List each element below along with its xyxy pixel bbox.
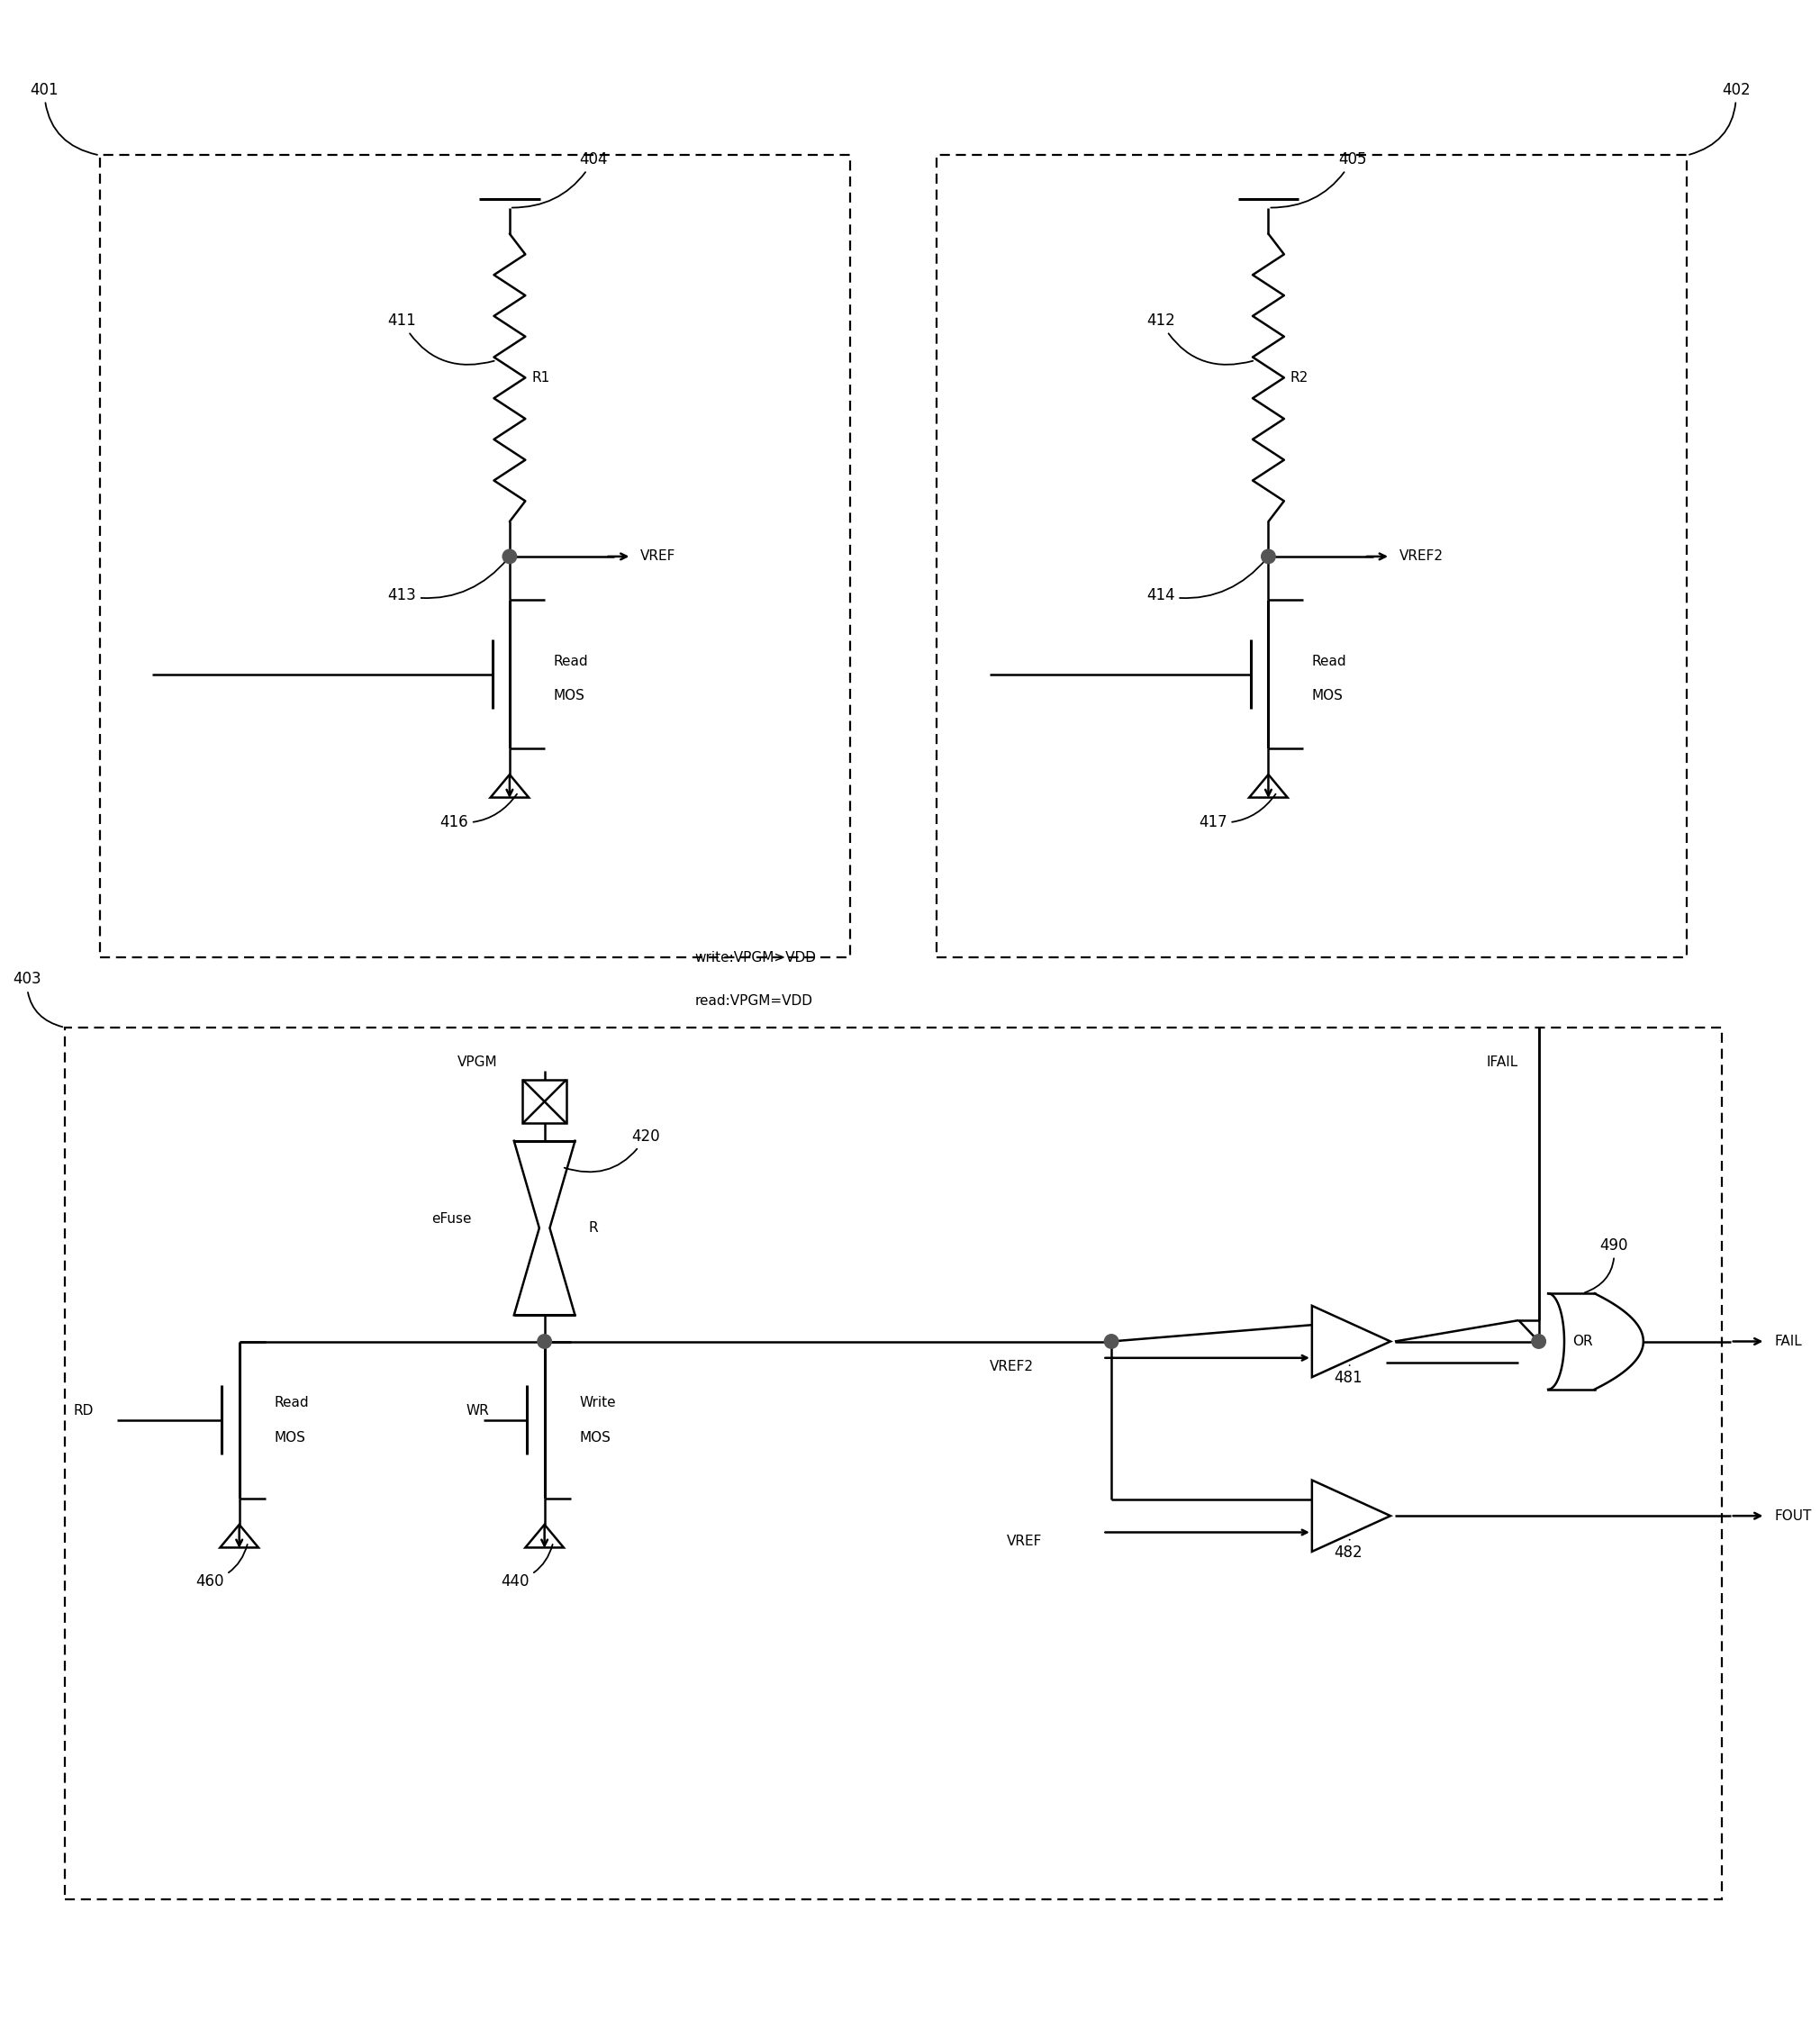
Text: 403: 403 xyxy=(13,972,62,1026)
Text: 460: 460 xyxy=(197,1545,248,1590)
Text: MOS: MOS xyxy=(275,1430,306,1444)
Text: VPGM: VPGM xyxy=(457,1056,497,1069)
Text: 411: 411 xyxy=(388,313,493,366)
Circle shape xyxy=(1105,1335,1117,1349)
Text: FAIL: FAIL xyxy=(1774,1335,1802,1347)
Text: 490: 490 xyxy=(1585,1236,1629,1293)
Text: RD: RD xyxy=(73,1404,93,1418)
Text: 412: 412 xyxy=(1147,313,1252,366)
Text: Read: Read xyxy=(275,1396,309,1410)
Text: FOUT: FOUT xyxy=(1774,1509,1811,1523)
Text: R2: R2 xyxy=(1290,372,1309,384)
Text: WR: WR xyxy=(466,1404,490,1418)
Text: 402: 402 xyxy=(1689,81,1751,156)
Bar xyxy=(66,1028,1722,1899)
Text: Write: Write xyxy=(579,1396,615,1410)
Bar xyxy=(522,1081,566,1123)
Text: 414: 414 xyxy=(1147,558,1267,604)
Text: 404: 404 xyxy=(511,152,608,208)
Text: Read: Read xyxy=(1312,654,1347,669)
Text: OR: OR xyxy=(1572,1335,1592,1347)
Text: eFuse: eFuse xyxy=(431,1212,471,1226)
Text: VREF: VREF xyxy=(1006,1535,1043,1547)
Text: MOS: MOS xyxy=(553,689,584,703)
Bar xyxy=(100,156,850,957)
Text: IFAIL: IFAIL xyxy=(1487,1056,1518,1069)
Text: 481: 481 xyxy=(1334,1366,1361,1386)
Text: MOS: MOS xyxy=(579,1430,612,1444)
Text: 420: 420 xyxy=(564,1129,661,1172)
Text: 482: 482 xyxy=(1334,1539,1361,1561)
Circle shape xyxy=(1261,549,1276,564)
Text: 416: 416 xyxy=(440,794,517,830)
Text: 405: 405 xyxy=(1270,152,1367,208)
Circle shape xyxy=(1532,1335,1545,1349)
Text: VREF2: VREF2 xyxy=(1400,549,1443,564)
Text: VREF2: VREF2 xyxy=(990,1359,1034,1374)
Text: MOS: MOS xyxy=(1312,689,1343,703)
Text: R1: R1 xyxy=(531,372,550,384)
Text: write:VPGM>VDD: write:VPGM>VDD xyxy=(695,951,815,964)
Text: R: R xyxy=(588,1222,597,1234)
Text: read:VPGM=VDD: read:VPGM=VDD xyxy=(695,994,812,1008)
Circle shape xyxy=(537,1335,551,1349)
Bar xyxy=(937,156,1687,957)
Circle shape xyxy=(502,549,517,564)
Text: VREF: VREF xyxy=(641,549,675,564)
Text: 413: 413 xyxy=(388,558,508,604)
Text: Read: Read xyxy=(553,654,588,669)
Text: 417: 417 xyxy=(1199,794,1276,830)
Text: 401: 401 xyxy=(29,81,96,156)
Text: 440: 440 xyxy=(501,1545,553,1590)
